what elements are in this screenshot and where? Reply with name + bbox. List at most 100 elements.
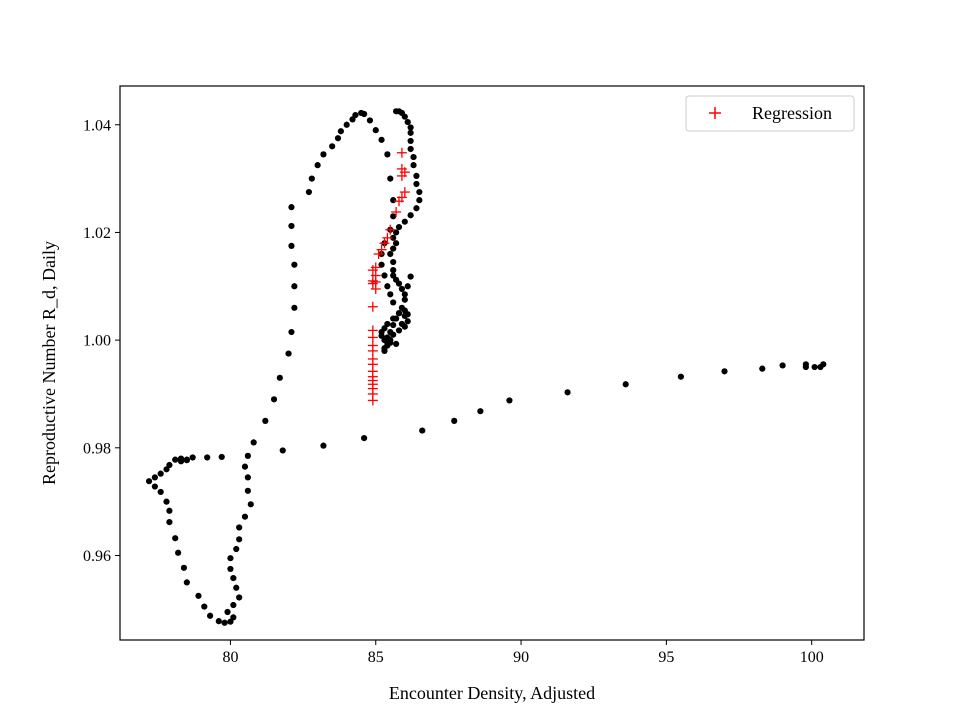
data-point bbox=[241, 463, 249, 470]
data-point bbox=[166, 507, 173, 514]
regression-point bbox=[367, 395, 378, 406]
data-point bbox=[151, 474, 158, 481]
regression-point bbox=[373, 248, 384, 259]
data-point bbox=[817, 363, 824, 371]
data-point bbox=[206, 612, 214, 619]
regression-point bbox=[394, 196, 404, 207]
data-point bbox=[361, 110, 368, 118]
data-point bbox=[401, 307, 408, 314]
data-point bbox=[378, 136, 385, 143]
regression-point bbox=[399, 167, 410, 178]
data-point bbox=[145, 478, 153, 485]
data-point bbox=[398, 285, 406, 293]
data-point bbox=[802, 363, 809, 371]
x-tick-label: 90 bbox=[513, 649, 529, 666]
data-point bbox=[285, 350, 292, 357]
data-point bbox=[151, 483, 158, 490]
data-point bbox=[390, 267, 397, 274]
data-point bbox=[320, 442, 327, 449]
data-point bbox=[320, 151, 327, 158]
data-point bbox=[395, 310, 403, 317]
data-point bbox=[677, 373, 685, 380]
x-axis-label: Encounter Density, Adjusted bbox=[389, 683, 595, 703]
data-point bbox=[236, 536, 243, 543]
data-point bbox=[387, 175, 394, 182]
data-point bbox=[276, 374, 283, 381]
data-point bbox=[390, 315, 397, 322]
data-point bbox=[291, 283, 298, 290]
data-point bbox=[204, 454, 211, 461]
data-point bbox=[244, 474, 251, 481]
data-point bbox=[407, 124, 414, 131]
data-point bbox=[329, 143, 336, 150]
x-tick-label: 80 bbox=[222, 649, 238, 666]
data-point bbox=[401, 312, 408, 319]
data-point bbox=[407, 129, 414, 136]
data-point bbox=[262, 417, 269, 424]
regression-point bbox=[367, 265, 378, 276]
data-point bbox=[387, 291, 394, 298]
data-point bbox=[395, 223, 403, 231]
x-tick-label: 95 bbox=[658, 649, 674, 666]
data-point bbox=[384, 283, 391, 290]
plot-area-frame bbox=[119, 85, 865, 641]
data-point bbox=[189, 454, 196, 461]
data-point bbox=[407, 273, 414, 280]
data-point bbox=[172, 456, 179, 463]
data-point bbox=[564, 389, 571, 396]
data-point bbox=[163, 498, 170, 505]
data-point bbox=[390, 331, 397, 338]
data-point bbox=[352, 111, 359, 119]
data-point bbox=[183, 579, 190, 586]
data-point bbox=[401, 291, 408, 298]
data-point bbox=[166, 461, 173, 469]
data-point bbox=[224, 608, 231, 616]
data-point bbox=[401, 113, 408, 120]
data-point bbox=[177, 458, 185, 465]
data-point bbox=[183, 456, 190, 463]
y-axis-label: Reproductive Number R_d, Daily bbox=[39, 241, 59, 485]
data-point bbox=[343, 121, 350, 128]
data-point bbox=[221, 619, 228, 626]
data-point bbox=[419, 427, 426, 434]
data-point bbox=[390, 213, 397, 220]
data-point bbox=[390, 245, 397, 252]
x-tick-label: 100 bbox=[800, 649, 824, 666]
data-marks bbox=[145, 108, 827, 626]
data-point bbox=[401, 218, 408, 225]
data-point bbox=[233, 584, 240, 591]
data-point bbox=[166, 518, 173, 526]
data-point bbox=[230, 614, 237, 621]
data-point bbox=[291, 304, 298, 311]
data-point bbox=[390, 197, 397, 204]
y-axis-ticks: 0.96 0.98 1.00 1.02 1.04 bbox=[83, 117, 120, 565]
x-tick-label: 85 bbox=[368, 649, 384, 666]
data-point bbox=[759, 365, 766, 372]
data-point bbox=[314, 162, 321, 169]
legend-label-regression: Regression bbox=[752, 103, 832, 123]
data-point bbox=[378, 261, 385, 268]
data-point bbox=[175, 549, 182, 556]
data-point bbox=[305, 188, 313, 196]
y-tick-label: 0.96 bbox=[83, 548, 111, 565]
data-point bbox=[384, 151, 391, 158]
data-point bbox=[410, 162, 417, 169]
y-tick-label: 1.02 bbox=[83, 225, 111, 242]
data-point bbox=[398, 320, 406, 328]
data-point bbox=[381, 272, 388, 279]
regression-point bbox=[367, 301, 378, 312]
data-point bbox=[288, 222, 295, 230]
data-point bbox=[361, 435, 368, 442]
legend: Regression bbox=[685, 95, 855, 132]
data-point bbox=[334, 135, 342, 142]
data-point bbox=[404, 283, 411, 290]
data-point bbox=[201, 603, 208, 610]
data-point bbox=[811, 363, 818, 371]
data-point bbox=[236, 524, 243, 531]
data-point bbox=[244, 452, 251, 459]
data-point bbox=[395, 327, 403, 334]
data-point bbox=[413, 205, 420, 212]
regression-point bbox=[396, 147, 407, 158]
data-point bbox=[381, 347, 388, 354]
